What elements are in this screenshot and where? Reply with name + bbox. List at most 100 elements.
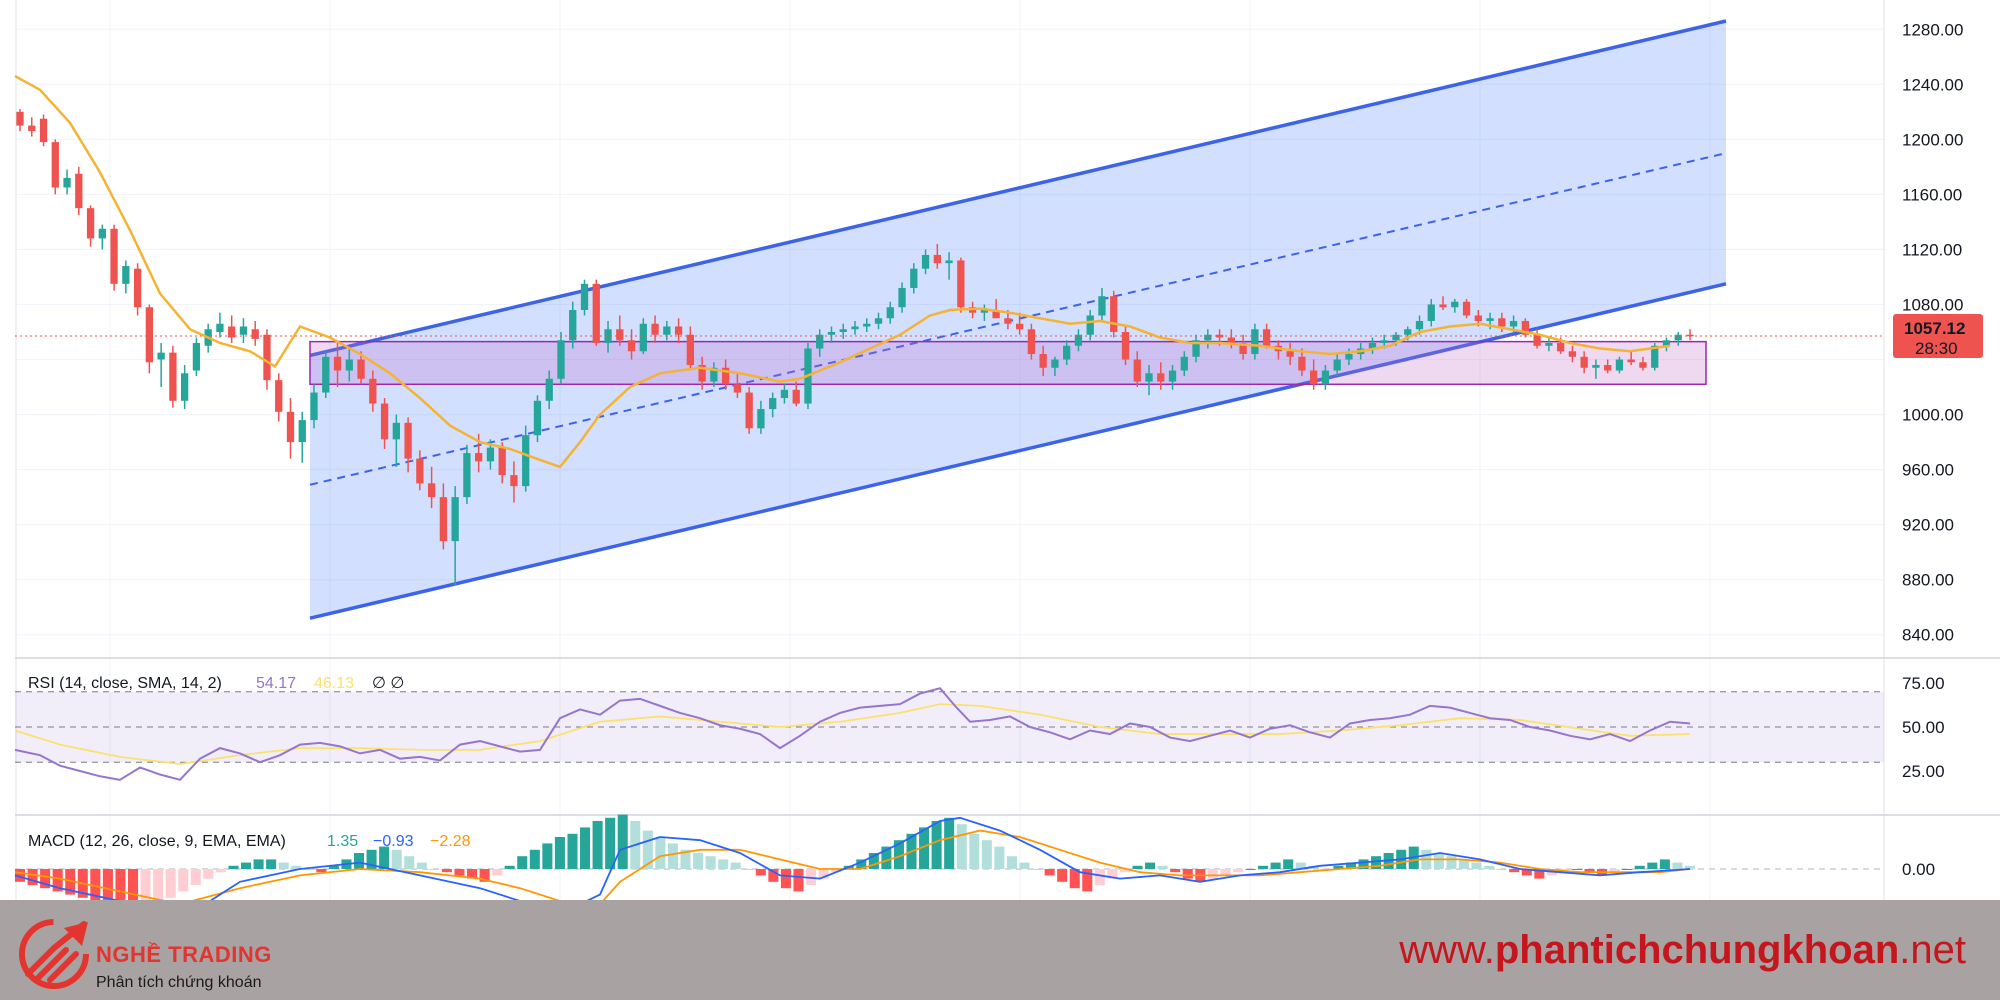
macd-tick-label: 0.00 <box>1902 860 1935 879</box>
candle-body <box>39 118 48 143</box>
macd-histogram-bar <box>429 869 440 870</box>
price-tick-label: 1120.00 <box>1902 240 1962 259</box>
candle-body <box>874 318 883 324</box>
macd-histogram-bar <box>1157 865 1168 869</box>
candle-body <box>827 332 836 335</box>
candle-body <box>1580 356 1588 368</box>
candle-body <box>886 307 894 319</box>
candle-body <box>1251 329 1259 355</box>
candle-body <box>51 142 59 188</box>
macd-histogram-bar <box>441 869 452 873</box>
candle-body <box>1674 334 1682 341</box>
candle-body <box>1039 354 1047 368</box>
candle-body <box>1262 329 1271 346</box>
candle-body <box>1298 356 1306 371</box>
macd-histogram-bar <box>542 843 553 869</box>
rsi-legend-extra: ∅ ∅ <box>372 675 404 692</box>
candle-body <box>733 384 742 393</box>
candle-body <box>298 420 306 443</box>
candle-body <box>1404 329 1412 335</box>
candle-body <box>1498 318 1506 327</box>
last-price-badge <box>1893 313 1983 358</box>
candle-body <box>863 323 871 327</box>
candle-body <box>674 326 683 335</box>
macd-histogram-bar <box>328 865 339 869</box>
price-axis[interactable]: 1280.00 1240.00 1200.00 1160.00 1120.00 1080.… <box>1893 20 1983 645</box>
macd-legend-hist-value: 1.35 <box>327 833 358 850</box>
candle-body <box>1545 343 1553 346</box>
macd-histogram-bar <box>165 869 176 898</box>
regression-channel[interactable] <box>309 19 1727 620</box>
macd-histogram-bar <box>1471 862 1482 869</box>
macd-histogram-bar <box>1232 869 1243 873</box>
website-link[interactable]: www.phantichchungkhoan.net <box>1399 928 1966 973</box>
macd-histogram-bar <box>1659 859 1670 869</box>
candle-body <box>945 260 953 264</box>
candle-body <box>1639 362 1647 368</box>
macd-histogram-bar <box>605 817 616 869</box>
macd-histogram-bar <box>40 869 51 889</box>
grid-lines <box>15 0 2000 900</box>
macd-histogram-bar <box>1584 869 1595 873</box>
candle-body <box>98 228 106 239</box>
macd-histogram-bar <box>1371 856 1382 869</box>
candle-body <box>404 422 412 459</box>
candle-body <box>181 373 189 401</box>
macd-histogram-bar <box>755 869 766 876</box>
candle-body <box>133 268 142 308</box>
support-zone[interactable] <box>309 340 1707 386</box>
macd-histogram-bar <box>416 862 427 869</box>
candle-body <box>792 389 800 404</box>
candle-body <box>1168 370 1177 382</box>
candle-body <box>898 287 906 308</box>
candle-body <box>1227 337 1235 344</box>
candle-body <box>263 334 271 381</box>
macd-histogram-bar <box>14 869 26 882</box>
candle-body <box>169 352 177 401</box>
macd-line <box>14 816 1691 900</box>
candle-body <box>580 283 589 310</box>
macd-histogram-bar <box>379 846 390 869</box>
rsi-tick-label: 50.00 <box>1902 718 1945 737</box>
macd-histogram-bar <box>240 862 252 869</box>
macd-histogram-bar <box>467 869 478 879</box>
candle-body <box>251 329 259 339</box>
macd-histogram-bar <box>768 869 779 882</box>
candle-body <box>769 398 777 410</box>
candle-body <box>933 254 941 264</box>
macd-histogram-bar <box>479 869 490 882</box>
macd-histogram-bar <box>856 859 867 869</box>
candlestick-series <box>15 109 1884 586</box>
macd-histogram-bar <box>1245 869 1256 870</box>
candle-body <box>921 254 930 269</box>
macd-histogram-bar <box>90 869 101 900</box>
candle-body <box>416 458 424 484</box>
price-tick-label: 960.00 <box>1902 461 1954 480</box>
candle-body <box>698 365 706 382</box>
macd-histogram-bar <box>354 853 365 869</box>
macd-pane[interactable]: 0.00 MACD (12, 26, close, 9, EMA, EMA) 1.3… <box>14 814 1935 900</box>
macd-histogram-bar <box>693 853 704 869</box>
macd-histogram-bar <box>831 869 842 873</box>
candle-body <box>1415 320 1424 330</box>
macd-histogram-bar <box>102 869 113 900</box>
macd-histogram-bar <box>1484 865 1495 869</box>
candle-body <box>1568 351 1577 357</box>
rsi-pane[interactable]: 75.00 50.00 25.00 RSI (14, close, SMA, 14, … <box>14 674 1945 781</box>
candle-body <box>1474 315 1482 321</box>
rsi-legend-label: RSI (14, close, SMA, 14, 2) <box>28 675 222 692</box>
candle-body <box>1509 320 1518 327</box>
candle-body <box>1063 345 1071 360</box>
candle-body <box>286 411 295 443</box>
candle-body <box>63 177 71 188</box>
candle-body <box>392 422 400 440</box>
candle-body <box>16 111 24 126</box>
chart-canvas[interactable]: 1280.00 1240.00 1200.00 1160.00 1120.00 1080.… <box>0 0 2000 900</box>
macd-histogram-bar <box>1032 869 1043 870</box>
candle-body <box>816 334 824 349</box>
macd-histogram-bar <box>303 869 314 870</box>
candle-body <box>333 356 342 371</box>
macd-histogram-bar <box>780 869 791 889</box>
macd-histogram-bar <box>291 865 302 869</box>
countdown-label: 28:30 <box>1915 339 1958 358</box>
